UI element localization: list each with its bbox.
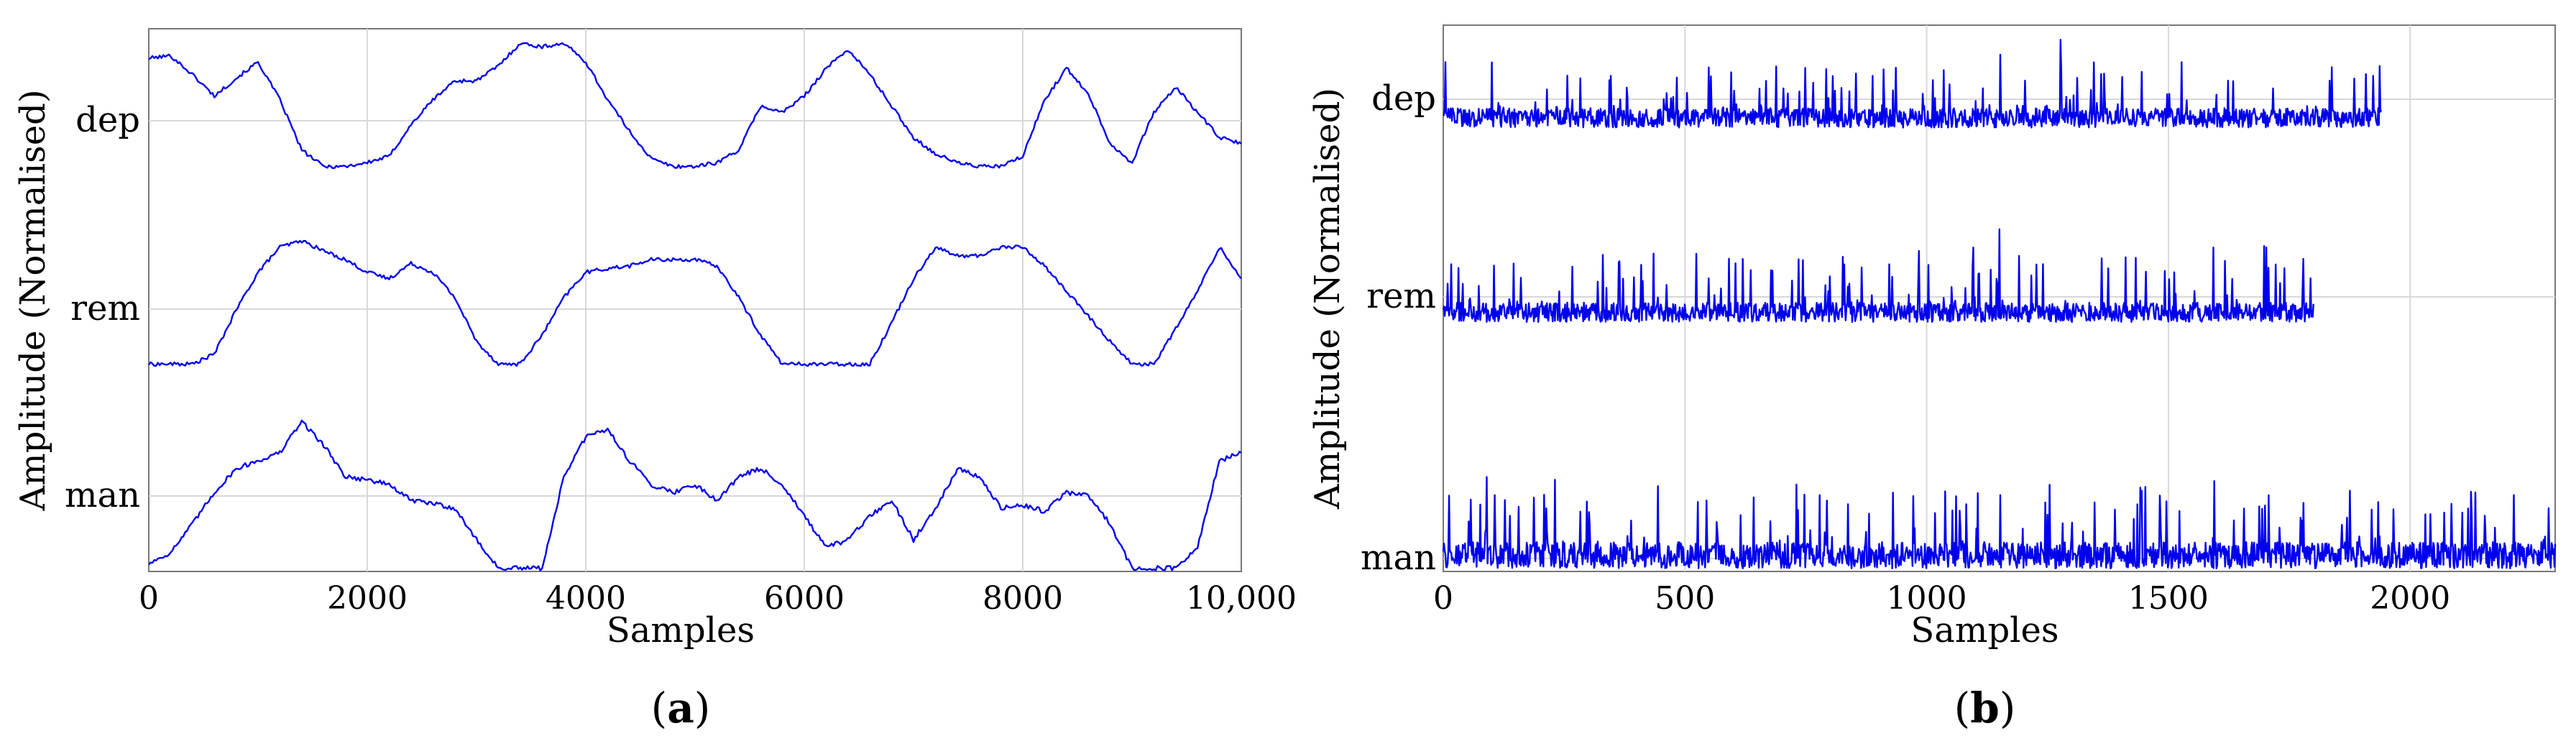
series-line-rem [1442,228,2314,323]
x-tick-label: 10,000 [1186,580,1297,617]
series-label-dep: dep [75,100,140,140]
x-tick-label: 4000 [546,580,626,617]
x-tick-label: 500 [1655,580,1715,617]
x-tick-label: 1000 [1887,580,1967,617]
x-tick-label: 6000 [764,580,845,617]
y-axis-label: Amplitude (Normalised) [13,89,53,511]
x-tick-label: 0 [1433,580,1453,617]
panel-caption: (b) [1954,684,2016,732]
y-axis-label: Amplitude (Normalised) [1307,88,1348,510]
x-tick-label: 1500 [2128,580,2209,617]
series-label-man: man [65,475,140,515]
series-label-rem: rem [1366,276,1436,316]
series-line-dep [148,42,1242,170]
x-tick-label: 0 [139,580,159,617]
series-label-rem: rem [70,288,140,328]
series-line-man [1442,476,2557,570]
series-label-man: man [1361,538,1436,578]
x-axis-label: Samples [1910,610,2058,651]
panel-a: dep rem man 0 2000 4000 6000 8000 10,000 Samples A… [13,28,1297,732]
series-line-dep [1443,39,2383,129]
x-tick-label: 2000 [327,580,408,617]
x-axis-label: Samples [607,610,755,651]
series-line-man [148,419,1242,571]
series-label-dep: dep [1371,78,1436,119]
plot-frame [148,28,1242,572]
x-tick-label: 8000 [983,580,1063,617]
panel-caption: (a) [651,684,711,732]
x-tick-label: 2000 [2370,580,2450,617]
series-line-rem [148,239,1242,367]
